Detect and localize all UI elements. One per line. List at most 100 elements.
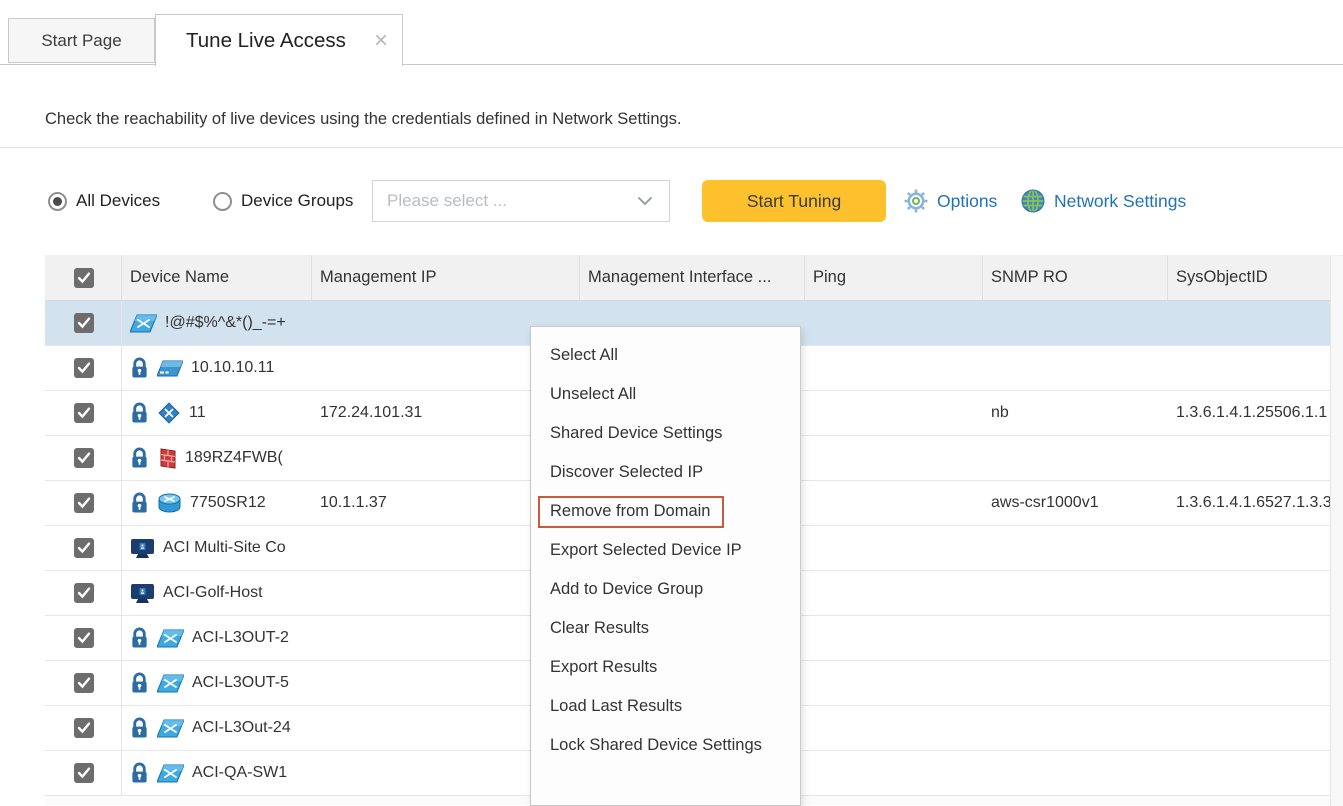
- lock-icon: [130, 447, 149, 469]
- ping-cell: [805, 391, 983, 435]
- snmp-ro-cell: [983, 301, 1168, 345]
- column-header[interactable]: Ping: [805, 255, 983, 300]
- lock-icon: [130, 492, 149, 514]
- device-name: ACI-QA-SW1: [192, 764, 288, 781]
- row-checkbox[interactable]: [74, 673, 94, 693]
- vertical-scrollbar[interactable]: [1330, 256, 1343, 806]
- row-checkbox[interactable]: [74, 763, 94, 783]
- row-checkbox-cell: [45, 571, 122, 615]
- context-menu-item[interactable]: Select All: [550, 346, 618, 364]
- context-menu-item[interactable]: Load Last Results: [550, 697, 683, 715]
- tab-tune-live-access[interactable]: Tune Live Access ×: [155, 14, 403, 66]
- network-settings-button[interactable]: Network Settings: [1020, 180, 1186, 222]
- row-checkbox[interactable]: [74, 493, 94, 513]
- device-name: 10.10.10.11: [191, 359, 275, 376]
- device-controller-icon: [130, 537, 155, 559]
- row-checkbox[interactable]: [74, 538, 94, 558]
- radio-all-devices-label: All Devices: [76, 191, 161, 210]
- device-group-select-placeholder: Please select ...: [387, 191, 508, 210]
- device-controller-icon: [130, 582, 155, 604]
- page-description: Check the reachability of live devices u…: [45, 110, 682, 128]
- lock-icon: [130, 402, 149, 424]
- device-switch-icon: [157, 628, 184, 649]
- column-header[interactable]: Management Interface ...: [580, 255, 805, 300]
- column-header[interactable]: Management IP: [312, 255, 580, 300]
- options-button[interactable]: Options: [903, 180, 997, 222]
- section-divider: [0, 147, 1343, 148]
- lock-icon: [130, 357, 149, 379]
- context-menu-item[interactable]: Clear Results: [550, 619, 650, 637]
- sysobjectid-cell: [1168, 751, 1343, 795]
- row-checkbox[interactable]: [74, 718, 94, 738]
- device-name: ACI-L3OUT-2: [192, 629, 289, 646]
- context-menu-item[interactable]: Unselect All: [550, 385, 637, 403]
- column-header[interactable]: SysObjectID: [1168, 255, 1343, 300]
- context-menu: Select All Unselect All Shared Device Sett…: [530, 326, 801, 806]
- row-checkbox-cell: [45, 301, 122, 345]
- controls-row: All Devices Device Groups Please select …: [0, 180, 1343, 222]
- device-switch-icon: [157, 718, 184, 739]
- row-checkbox-cell: [45, 346, 122, 390]
- device-name: 189RZ4FWB(: [185, 449, 283, 466]
- device-group-select[interactable]: Please select ...: [372, 180, 670, 222]
- sysobjectid-cell: [1168, 706, 1343, 750]
- snmp-ro-cell: [983, 751, 1168, 795]
- row-checkbox[interactable]: [74, 403, 94, 423]
- device-diamond-icon: [157, 401, 181, 425]
- device-name-cell: ACI-L3Out-24: [122, 706, 312, 750]
- gear-icon: [903, 188, 929, 214]
- radio-button-icon[interactable]: [213, 191, 232, 211]
- radio-device-groups[interactable]: Device Groups: [213, 180, 353, 222]
- close-icon[interactable]: ×: [373, 26, 388, 54]
- row-checkbox[interactable]: [74, 628, 94, 648]
- device-name: ACI-Golf-Host: [163, 584, 263, 601]
- start-tuning-label: Start Tuning: [746, 190, 842, 211]
- row-checkbox[interactable]: [74, 358, 94, 378]
- ping-cell: [805, 481, 983, 525]
- device-name: 7750SR12: [190, 494, 266, 511]
- radio-device-groups-label: Device Groups: [241, 191, 354, 210]
- device-name: ACI-L3Out-24: [192, 719, 291, 736]
- start-tuning-button[interactable]: Start Tuning: [702, 180, 886, 222]
- row-checkbox[interactable]: [74, 583, 94, 603]
- ping-cell: [805, 706, 983, 750]
- row-checkbox-cell: [45, 661, 122, 705]
- device-switch-icon: [157, 763, 184, 784]
- context-menu-item[interactable]: Export Selected Device IP: [550, 541, 742, 559]
- radio-all-devices[interactable]: All Devices: [48, 180, 160, 222]
- context-menu-item[interactable]: Discover Selected IP: [550, 463, 704, 481]
- device-server-icon: [157, 358, 183, 379]
- row-checkbox-cell: [45, 706, 122, 750]
- device-name-cell: 11: [122, 391, 312, 435]
- context-menu-item[interactable]: Remove from Domain: [531, 492, 800, 531]
- device-name-cell: ACI-L3OUT-2: [122, 616, 312, 660]
- device-name-cell: !@#$%^&*()_-=+: [122, 301, 312, 345]
- context-menu-item[interactable]: Shared Device Settings: [550, 424, 723, 442]
- ping-cell: [805, 301, 983, 345]
- device-name: ACI-L3OUT-5: [192, 674, 289, 691]
- column-header[interactable]: Device Name: [122, 255, 312, 300]
- device-name: !@#$%^&*()_-=+: [165, 314, 286, 331]
- column-header[interactable]: SNMP RO: [983, 255, 1168, 300]
- lock-icon: [130, 762, 149, 784]
- sysobjectid-cell: [1168, 436, 1343, 480]
- table-header-row: Device Name Management IP Management Inter…: [45, 255, 1343, 301]
- snmp-ro-cell: nb: [991, 404, 1009, 421]
- radio-button-icon[interactable]: [48, 191, 67, 211]
- context-menu-item[interactable]: Lock Shared Device Settings: [550, 736, 762, 754]
- snmp-ro-cell: [983, 616, 1168, 660]
- ping-cell: [805, 346, 983, 390]
- context-menu-item[interactable]: Export Results: [550, 658, 658, 676]
- tab-start-page[interactable]: Start Page: [8, 18, 155, 63]
- row-checkbox-cell: [45, 751, 122, 795]
- row-checkbox[interactable]: [74, 448, 94, 468]
- device-name-cell: ACI Multi-Site Co: [122, 526, 312, 570]
- select-all-checkbox[interactable]: [74, 267, 94, 288]
- lock-icon: [130, 717, 149, 739]
- management-ip-cell: 10.1.1.37: [320, 494, 387, 511]
- tabbar-divider: [0, 64, 1343, 65]
- row-checkbox[interactable]: [74, 313, 94, 333]
- sysobjectid-cell: [1168, 526, 1343, 570]
- context-menu-item[interactable]: Add to Device Group: [550, 580, 704, 598]
- tab-tune-live-access-label: Tune Live Access: [186, 28, 346, 52]
